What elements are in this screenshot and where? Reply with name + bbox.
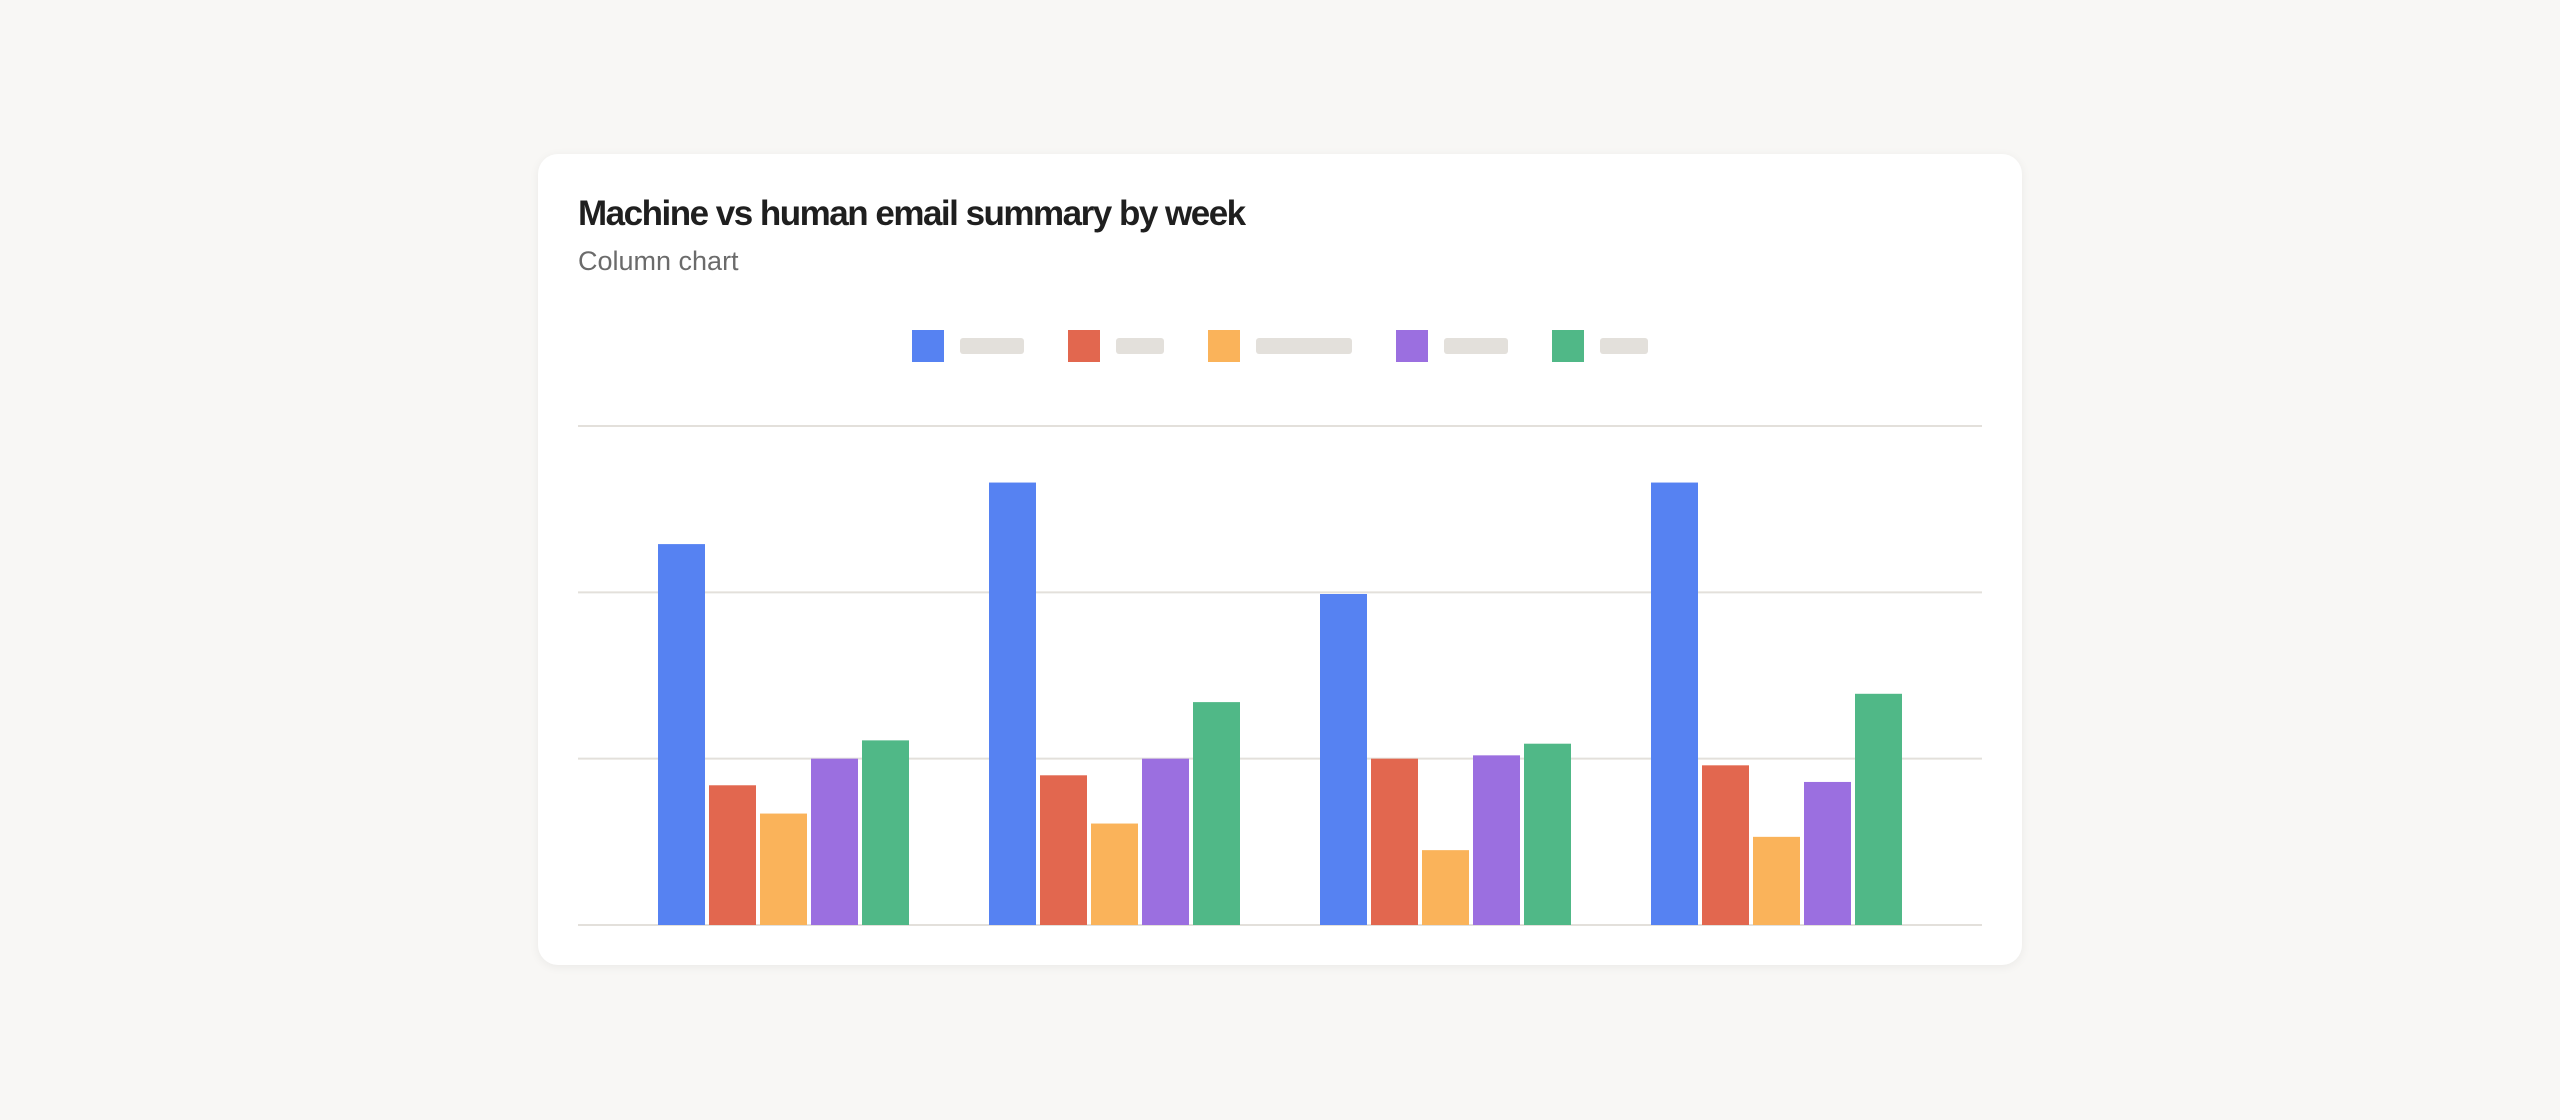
bar-group2-series2 <box>1040 775 1087 925</box>
legend-item-2 <box>1068 330 1164 362</box>
legend-swatch <box>1208 330 1240 362</box>
legend-item-5 <box>1552 330 1648 362</box>
legend <box>538 330 2022 362</box>
bar-group4-series2 <box>1702 765 1749 925</box>
bar-group1-series2 <box>709 785 756 925</box>
legend-item-4 <box>1396 330 1508 362</box>
legend-swatch <box>912 330 944 362</box>
legend-swatch <box>1552 330 1584 362</box>
bar-group4-series1 <box>1651 482 1698 925</box>
bar-group3-series1 <box>1320 593 1367 925</box>
bar-group4-series4 <box>1804 781 1851 925</box>
bar-group2-series1 <box>989 482 1036 925</box>
legend-label-placeholder <box>960 338 1024 354</box>
chart-subtitle: Column chart <box>578 246 739 276</box>
legend-item-3 <box>1208 330 1352 362</box>
legend-item-1 <box>912 330 1024 362</box>
legend-swatch <box>1068 330 1100 362</box>
legend-swatch <box>1396 330 1428 362</box>
chart-title: Machine vs human email summary by week <box>578 194 1246 233</box>
bar-group2-series5 <box>1193 702 1240 925</box>
bar-group3-series2 <box>1371 758 1418 925</box>
bar-group4-series5 <box>1855 693 1902 925</box>
legend-label-placeholder <box>1444 338 1508 354</box>
bar-group1-series4 <box>811 758 858 925</box>
legend-label-placeholder <box>1256 338 1352 354</box>
bar-group4-series3 <box>1753 836 1800 925</box>
bar-group1-series5 <box>862 740 909 925</box>
bar-group1-series3 <box>760 813 807 925</box>
bar-group3-series4 <box>1473 755 1520 925</box>
bar-group3-series3 <box>1422 850 1469 925</box>
column-chart <box>578 425 1982 926</box>
legend-label-placeholder <box>1116 338 1164 354</box>
bar-group3-series5 <box>1524 743 1571 925</box>
legend-label-placeholder <box>1600 338 1648 354</box>
bar-group1-series1 <box>658 544 705 925</box>
bar-group2-series3 <box>1091 823 1138 925</box>
chart-card: Machine vs human email summary by week C… <box>538 154 2022 965</box>
bar-group2-series4 <box>1142 758 1189 925</box>
